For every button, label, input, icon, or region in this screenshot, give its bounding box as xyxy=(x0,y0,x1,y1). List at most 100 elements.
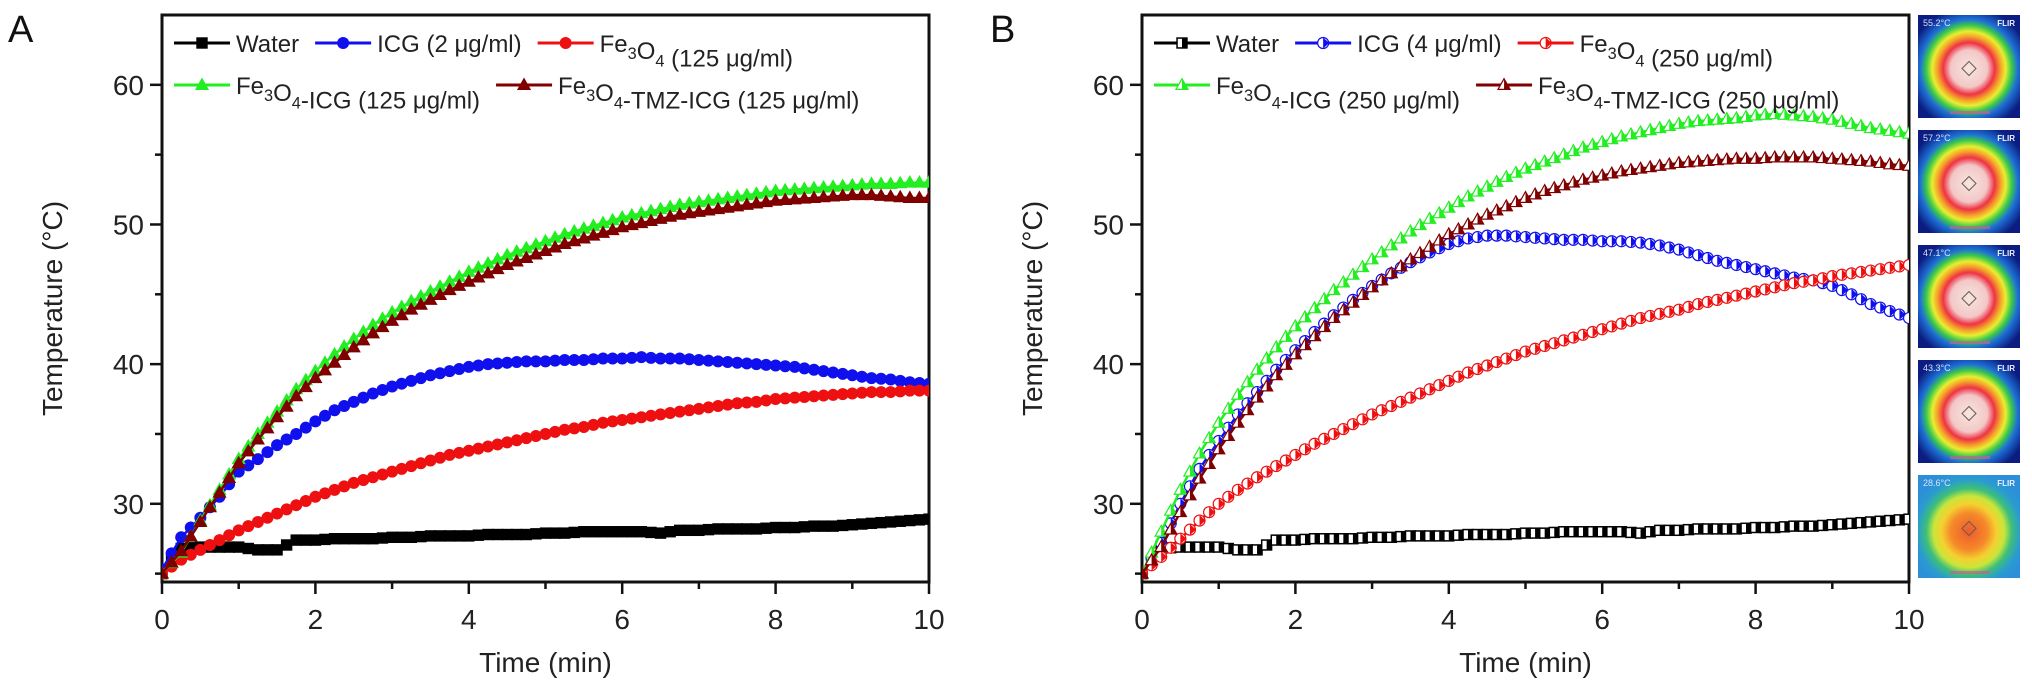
data-point xyxy=(501,436,514,449)
legend-item: Fe3O4 (250 μg/ml) xyxy=(1517,31,1773,72)
data-point xyxy=(327,355,342,368)
data-point xyxy=(481,440,494,453)
data-point xyxy=(549,425,562,438)
data-point xyxy=(164,554,179,568)
data-point xyxy=(682,205,697,219)
data-point xyxy=(884,516,897,528)
data-point xyxy=(846,519,858,531)
data-point xyxy=(769,521,782,534)
data-point xyxy=(405,531,417,544)
thermal-scale-bar xyxy=(1950,111,1990,114)
series-3 xyxy=(1142,106,1909,579)
data-point xyxy=(328,483,341,496)
data-point xyxy=(912,175,927,188)
data-point xyxy=(721,356,734,369)
data-point xyxy=(741,523,753,535)
data-point xyxy=(875,516,887,529)
data-point xyxy=(509,253,524,267)
data-point xyxy=(875,386,888,399)
series-0 xyxy=(1142,513,1909,580)
data-point xyxy=(471,270,486,283)
legend-a: Water ICG (2 μg/ml) Fe3O4 (125 μg/ml)Fe3O4… xyxy=(174,31,859,114)
legend-label: ICG (2 μg/ml) xyxy=(377,31,522,58)
panel-a: A 0 2 4 6 8 10 30 40 50 60 Time (min) Temperature (… xyxy=(8,9,945,678)
data-point xyxy=(645,526,657,539)
data-point xyxy=(453,446,466,459)
data-point xyxy=(453,530,465,542)
data-point xyxy=(923,513,929,525)
data-point xyxy=(923,384,929,397)
data-point xyxy=(913,514,926,526)
data-point xyxy=(289,388,304,402)
x-axis-label: Time (min) xyxy=(1459,647,1592,678)
data-point xyxy=(826,189,841,202)
data-point xyxy=(912,190,927,203)
flir-logo: FLIR xyxy=(1997,19,2015,28)
thermal-temperature: 57.2°C xyxy=(1923,133,1951,143)
thermal-heatmap xyxy=(1918,360,2020,463)
data-point xyxy=(779,392,792,405)
thermal-heatmap xyxy=(1918,130,2020,233)
data-point xyxy=(634,215,649,229)
data-point xyxy=(424,454,437,467)
data-point xyxy=(443,365,456,378)
data-point xyxy=(251,515,264,528)
data-point xyxy=(529,430,542,443)
data-point xyxy=(183,529,198,542)
thermal-temperature: 47.1°C xyxy=(1923,248,1951,258)
y-tick-label: 50 xyxy=(1093,209,1124,240)
data-point xyxy=(616,352,629,365)
data-point xyxy=(453,363,466,376)
data-point xyxy=(395,531,408,544)
data-point xyxy=(827,388,840,401)
data-point xyxy=(337,347,352,361)
data-point xyxy=(837,519,849,532)
data-point xyxy=(577,353,590,366)
data-point xyxy=(635,351,648,364)
data-point xyxy=(807,363,820,376)
data-point xyxy=(807,390,820,403)
data-point xyxy=(395,377,408,390)
data-point xyxy=(280,503,293,516)
data-point xyxy=(462,360,475,373)
y-tick-label: 50 xyxy=(113,209,144,240)
data-point xyxy=(721,398,734,411)
x-tick-label: 2 xyxy=(1288,604,1304,635)
data-point xyxy=(347,395,360,408)
legend-item: ICG (2 μg/ml) xyxy=(315,31,522,58)
data-point xyxy=(241,443,256,457)
data-point xyxy=(511,528,523,541)
y-tick-label: 30 xyxy=(1093,489,1124,520)
data-point xyxy=(328,533,341,545)
data-point xyxy=(365,325,381,339)
data-point xyxy=(760,358,773,371)
data-point xyxy=(472,442,485,455)
data-point xyxy=(779,360,792,373)
data-point xyxy=(779,521,791,534)
data-point xyxy=(309,415,322,428)
data-point xyxy=(269,409,285,423)
data-point xyxy=(280,539,293,551)
data-point xyxy=(520,355,533,368)
data-point xyxy=(290,427,303,440)
data-point xyxy=(271,439,284,452)
data-point xyxy=(913,384,926,397)
data-point xyxy=(568,353,581,366)
thermal-scale-bar xyxy=(1950,456,1990,459)
data-point xyxy=(405,374,418,387)
data-point xyxy=(510,356,523,369)
data-point xyxy=(673,405,686,418)
data-point xyxy=(664,526,676,538)
legend-item: Fe3O4-ICG (125 μg/ml) xyxy=(174,73,480,114)
data-point xyxy=(529,355,542,368)
data-point xyxy=(260,420,275,434)
data-point xyxy=(222,470,237,483)
data-point xyxy=(750,395,763,408)
data-point xyxy=(644,351,657,364)
data-point xyxy=(816,189,831,203)
data-point xyxy=(480,265,496,279)
data-point xyxy=(549,354,562,367)
legend-label: Fe3O4-ICG (125 μg/ml) xyxy=(236,73,480,114)
legend-marker-icon xyxy=(559,37,572,49)
